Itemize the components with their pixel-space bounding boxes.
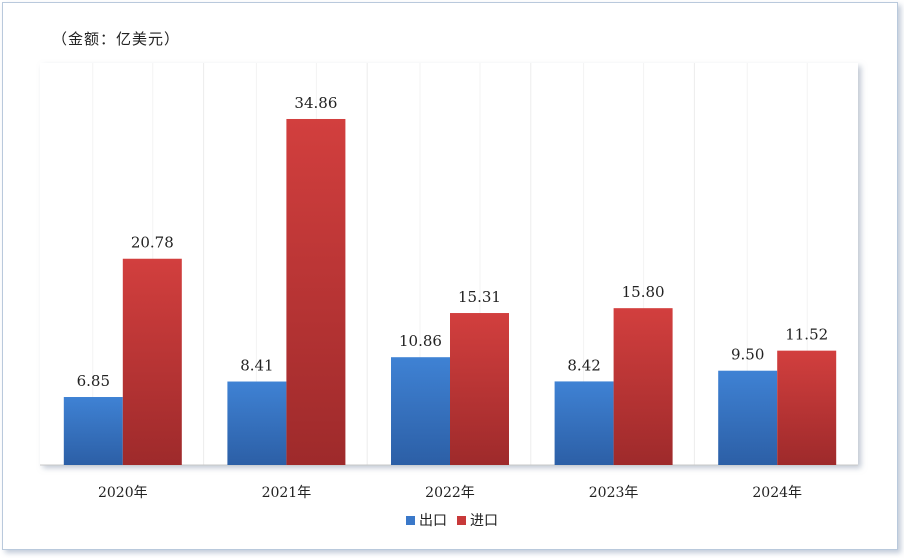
import-data-label: 15.31 [458,288,501,306]
export-data-label: 6.85 [77,372,110,390]
export-data-label: 8.41 [240,357,273,375]
import-bar [777,350,837,465]
legend-swatch [406,516,415,525]
export-bar [227,381,287,465]
category-label: 2021年 [262,485,312,501]
legend-swatch [457,516,466,525]
import-data-label: 15.80 [622,283,665,301]
export-bar [391,357,450,465]
legend-item: 进口 [457,510,498,530]
legend-label: 出口 [419,513,447,529]
legend: 出口 进口 [0,510,904,530]
category-label: 2023年 [589,485,639,501]
category-label: 2024年 [752,485,802,501]
unit-note: （金额：亿美元） [52,30,181,48]
legend-label: 进口 [470,513,498,529]
export-data-label: 9.50 [731,346,764,364]
category-labels: 2020年 2021年 2022年 2023年 2024年 [98,485,802,501]
data-labels: 6.85 20.78 8.41 34.86 10.86 15.31 8.42 15.80 9.5… [77,94,829,390]
export-data-label: 10.86 [399,332,442,350]
import-bar [613,308,673,465]
legend-item: 出口 [406,510,447,530]
import-data-label: 34.86 [294,94,337,112]
bars [63,118,837,465]
import-data-label: 20.78 [131,234,174,252]
export-bar [554,381,614,465]
import-data-label: 11.52 [785,326,828,344]
category-label: 2020年 [98,485,148,501]
export-data-label: 8.42 [567,356,600,374]
import-bar [286,118,346,465]
export-bar [63,397,123,465]
category-label: 2022年 [425,485,475,501]
export-bar [718,370,778,465]
import-bar [450,313,509,465]
import-bar [122,258,182,465]
